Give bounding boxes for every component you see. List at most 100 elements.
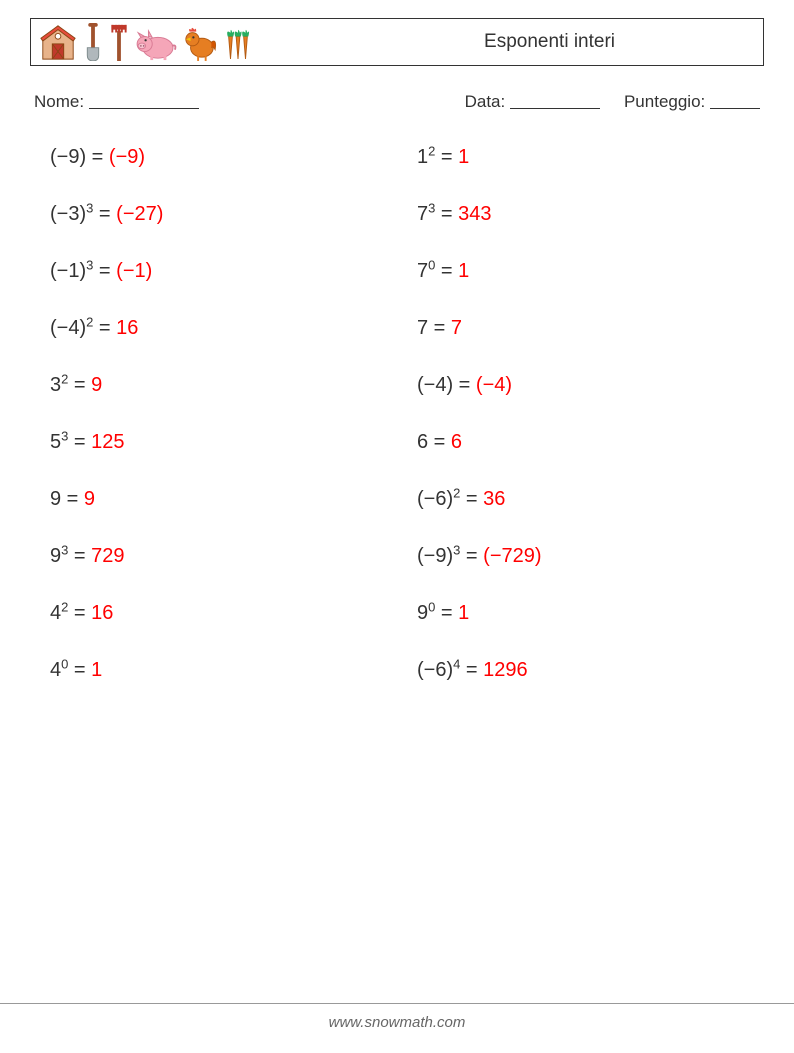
problem-left-4: 32 = 9 [50, 374, 377, 397]
problem-left-8: 42 = 16 [50, 602, 377, 625]
equals-sign: = [68, 659, 91, 681]
problem-answer: 343 [458, 203, 491, 225]
problem-base: 1 [417, 146, 428, 168]
problem-answer: 9 [91, 374, 102, 396]
problem-left-3: (−4)2 = 16 [50, 317, 377, 340]
problem-base: (−4) [417, 374, 453, 396]
problem-right-1: 73 = 343 [417, 203, 744, 226]
problem-right-8: 90 = 1 [417, 602, 744, 625]
equals-sign: = [435, 602, 458, 624]
equals-sign: = [68, 545, 91, 567]
problem-base: 7 [417, 317, 428, 339]
problem-answer: 16 [116, 317, 138, 339]
equals-sign: = [428, 431, 451, 453]
problem-base: 7 [417, 203, 428, 225]
problem-base: (−6) [417, 659, 453, 681]
problem-base: 9 [50, 488, 61, 510]
problem-base: (−1) [50, 260, 86, 282]
worksheet-title: Esponenti interi [484, 31, 755, 53]
problem-answer: 36 [483, 488, 505, 510]
pig-icon [135, 27, 177, 61]
problem-answer: (−729) [483, 545, 541, 567]
chicken-icon [183, 25, 217, 61]
score-field: Punteggio: [624, 90, 760, 112]
problem-answer: (−4) [476, 374, 512, 396]
problem-answer: (−27) [116, 203, 163, 225]
problem-right-4: (−4) = (−4) [417, 374, 744, 397]
problem-base: 6 [417, 431, 428, 453]
equals-sign: = [68, 431, 91, 453]
problem-left-2: (−1)3 = (−1) [50, 260, 377, 283]
worksheet-page: Esponenti interi Nome: Data: Punteggio: … [0, 0, 794, 1053]
header-icons [39, 19, 253, 65]
equals-sign: = [435, 260, 458, 282]
date-field: Data: [465, 90, 600, 112]
equals-sign: = [68, 602, 91, 624]
problem-right-9: (−6)4 = 1296 [417, 659, 744, 682]
name-blank [89, 92, 199, 109]
equals-sign: = [460, 545, 483, 567]
problem-base: 3 [50, 374, 61, 396]
date-blank [510, 92, 600, 109]
problem-right-5: 6 = 6 [417, 431, 744, 454]
problem-answer: 1 [458, 260, 469, 282]
score-label: Punteggio: [624, 92, 705, 111]
equals-sign: = [86, 146, 109, 168]
problem-base: 4 [50, 602, 61, 624]
problem-base: 5 [50, 431, 61, 453]
meta-row: Nome: Data: Punteggio: [30, 90, 764, 112]
problem-answer: 16 [91, 602, 113, 624]
equals-sign: = [93, 260, 116, 282]
problem-answer: 1296 [483, 659, 528, 681]
problem-base: (−3) [50, 203, 86, 225]
problem-answer: 6 [451, 431, 462, 453]
problem-right-2: 70 = 1 [417, 260, 744, 283]
problem-left-0: (−9) = (−9) [50, 146, 377, 169]
problem-left-9: 40 = 1 [50, 659, 377, 682]
name-label: Nome: [34, 92, 84, 111]
equals-sign: = [61, 488, 84, 510]
score-blank [710, 92, 760, 109]
equals-sign: = [68, 374, 91, 396]
problem-base: (−9) [417, 545, 453, 567]
equals-sign: = [460, 659, 483, 681]
barn-icon [39, 23, 77, 61]
problem-right-0: 12 = 1 [417, 146, 744, 169]
equals-sign: = [93, 317, 116, 339]
problem-base: 4 [50, 659, 61, 681]
problems-grid: (−9) = (−9)12 = 1(−3)3 = (−27)73 = 343(−… [30, 146, 764, 682]
problem-left-1: (−3)3 = (−27) [50, 203, 377, 226]
header-box: Esponenti interi [30, 18, 764, 66]
problem-right-3: 7 = 7 [417, 317, 744, 340]
equals-sign: = [435, 146, 458, 168]
footer-text: www.snowmath.com [329, 1014, 466, 1031]
problem-left-6: 9 = 9 [50, 488, 377, 511]
problem-answer: 1 [458, 602, 469, 624]
problem-answer: (−1) [116, 260, 152, 282]
equals-sign: = [460, 488, 483, 510]
rake-icon [109, 23, 129, 61]
problem-answer: 1 [458, 146, 469, 168]
footer: www.snowmath.com [0, 1003, 794, 1031]
problem-answer: 9 [84, 488, 95, 510]
problem-base: 7 [417, 260, 428, 282]
problem-base: 9 [417, 602, 428, 624]
problem-left-5: 53 = 125 [50, 431, 377, 454]
equals-sign: = [453, 374, 476, 396]
equals-sign: = [428, 317, 451, 339]
equals-sign: = [435, 203, 458, 225]
problem-base: 9 [50, 545, 61, 567]
problem-right-7: (−9)3 = (−729) [417, 545, 744, 568]
problem-base: (−9) [50, 146, 86, 168]
name-field: Nome: [34, 90, 199, 112]
problem-right-6: (−6)2 = 36 [417, 488, 744, 511]
problem-left-7: 93 = 729 [50, 545, 377, 568]
carrots-icon [223, 25, 253, 61]
date-label: Data: [465, 92, 506, 111]
problem-base: (−4) [50, 317, 86, 339]
shovel-icon [83, 23, 103, 61]
problem-answer: 1 [91, 659, 102, 681]
problem-answer: 729 [91, 545, 124, 567]
equals-sign: = [93, 203, 116, 225]
problem-answer: (−9) [109, 146, 145, 168]
